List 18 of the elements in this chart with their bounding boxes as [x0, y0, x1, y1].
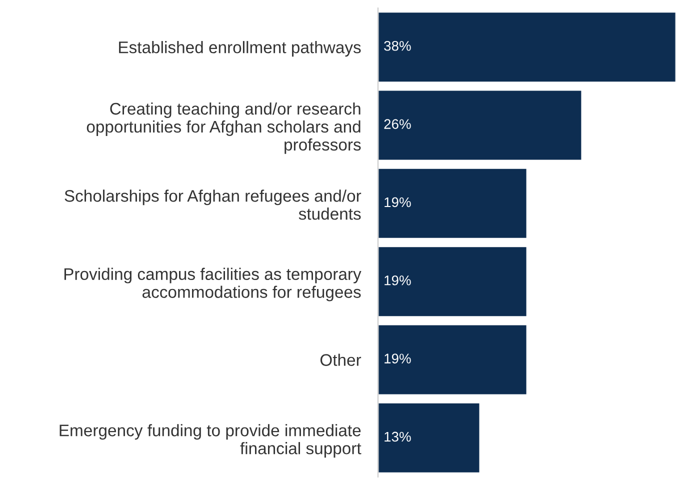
y-tick-label: Scholarships for Afghan refugees and/or students — [64, 190, 362, 220]
data-label: 13% — [384, 432, 411, 442]
data-label: 38% — [384, 40, 411, 51]
bar — [378, 11, 676, 83]
bar — [378, 89, 583, 162]
bar — [378, 246, 528, 318]
y-tick-label: Emergency funding to provide immediate financial support — [60, 424, 362, 458]
bar — [378, 168, 528, 240]
data-label: 19% — [384, 275, 411, 286]
y-tick-label: Creating teaching and/or research opportunities for Afghan scholars and professors — [86, 102, 361, 154]
y-tick-label: Other — [320, 354, 362, 366]
data-label: 26% — [384, 119, 411, 129]
bar — [378, 402, 481, 474]
y-tick-label: Established enrollment pathways — [119, 41, 361, 57]
data-label: 19% — [384, 354, 411, 364]
data-label: 19% — [384, 197, 411, 208]
bar — [378, 324, 528, 396]
y-tick-label: Providing campus facilities as temporary accommodations for refugees — [64, 268, 362, 302]
